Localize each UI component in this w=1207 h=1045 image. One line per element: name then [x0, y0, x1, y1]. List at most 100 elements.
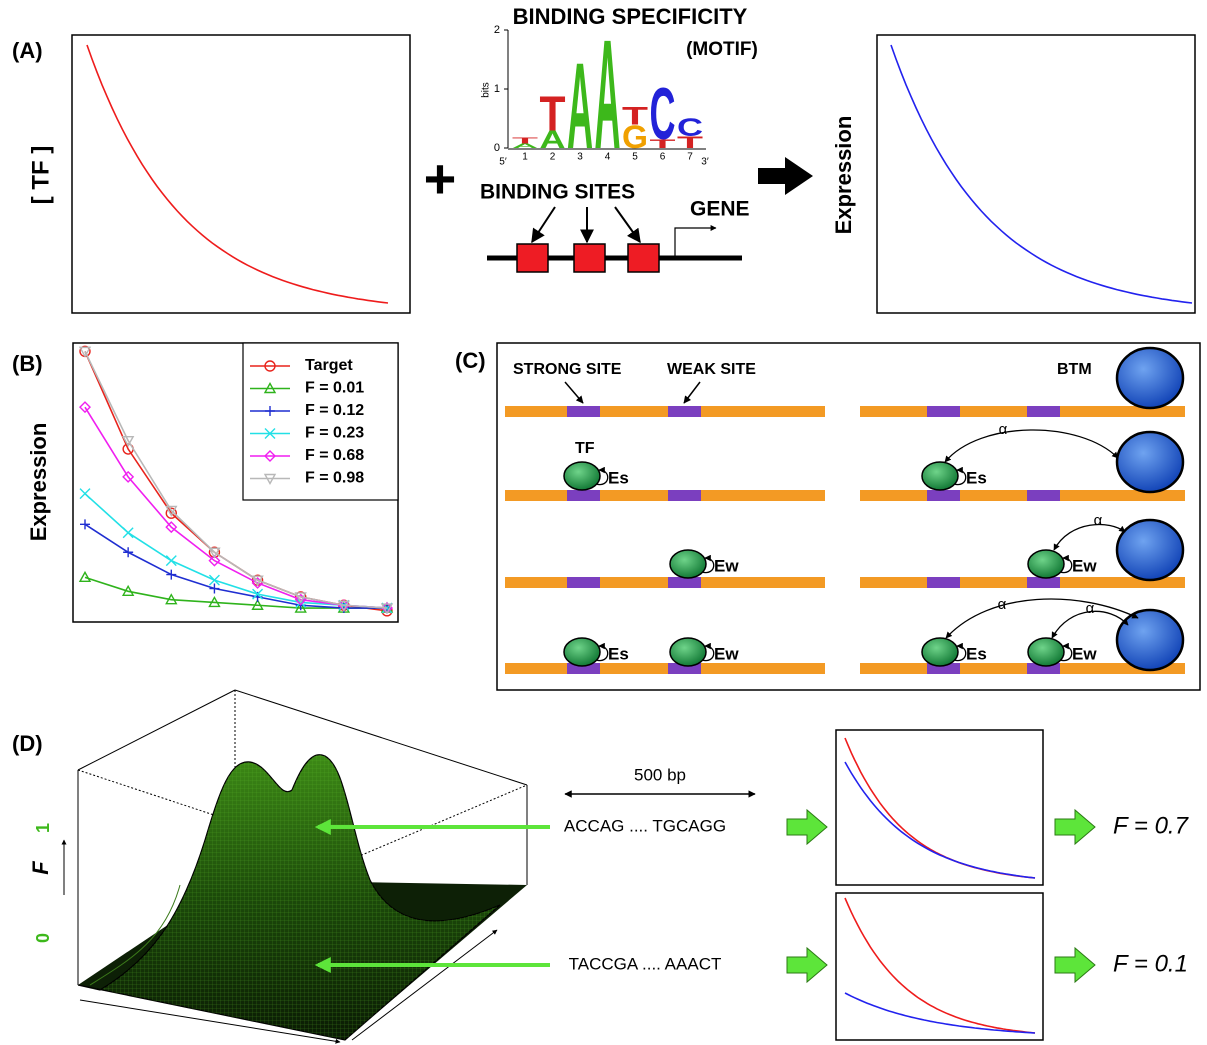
- logo-letter-group: T: [677, 134, 703, 152]
- position-label: 3: [577, 152, 583, 163]
- site: [668, 406, 701, 417]
- energy-loop: [953, 642, 967, 662]
- legend-label: F = 0.01: [305, 380, 364, 397]
- legend-marker: [265, 406, 275, 416]
- tf: [669, 637, 707, 667]
- f-result: F = 0.1: [1113, 950, 1188, 977]
- dna-strand: [860, 406, 1185, 417]
- box-edge: [79, 999, 341, 1044]
- y-tick-label: 2: [494, 24, 500, 36]
- site: [927, 663, 960, 674]
- site: [668, 490, 701, 501]
- interaction-arc: [944, 429, 1119, 463]
- dna-strand: [860, 490, 1185, 501]
- logo-letter: A: [540, 127, 566, 154]
- pointer: [683, 381, 701, 404]
- marker: [80, 519, 90, 530]
- site-label: WEAK SITE: [667, 361, 756, 378]
- logo-letter: C: [650, 72, 676, 155]
- y-tick-label: 1: [494, 83, 500, 95]
- logo-letter-group: A: [512, 142, 538, 149]
- marker: [209, 583, 220, 594]
- site: [1027, 663, 1060, 674]
- logo-letter: A: [595, 8, 621, 182]
- block-arrow: [1054, 946, 1096, 984]
- logo-letter-group: A: [567, 38, 593, 175]
- marker: [208, 596, 221, 608]
- logo-letter: G: [622, 118, 648, 155]
- site-label: STRONG SITE: [513, 361, 622, 378]
- f-axis-label: F: [28, 861, 53, 875]
- interaction-arc: [945, 598, 1139, 639]
- legend-label: F = 0.68: [305, 447, 364, 464]
- y-tick-label: 0: [494, 142, 500, 154]
- site: [567, 490, 600, 501]
- panel-frame: [496, 342, 1201, 691]
- binding-site: [516, 243, 549, 273]
- dna-strand: [860, 577, 1185, 588]
- dna-strand: [505, 406, 825, 417]
- tf: [1027, 549, 1065, 579]
- site-arrow: [614, 206, 641, 244]
- tf-label: TF: [575, 440, 595, 457]
- site-arrow: [531, 206, 556, 244]
- y-axis-label: bits: [481, 82, 492, 98]
- site: [1027, 490, 1060, 501]
- marker: [122, 527, 134, 539]
- scale-label: 500 bp: [634, 765, 686, 784]
- energy-label: Ew: [714, 556, 739, 575]
- legend-marker: [264, 450, 276, 462]
- site: [1027, 577, 1060, 588]
- site: [927, 577, 960, 588]
- site: [927, 406, 960, 417]
- alpha-label: α: [998, 596, 1007, 613]
- btm-label: BTM: [1057, 361, 1092, 378]
- energy-loop: [701, 554, 715, 574]
- legend-label: F = 0.12: [305, 402, 364, 419]
- y-axis-label: [ TF ]: [27, 146, 54, 205]
- panel-label: (A): [12, 38, 43, 63]
- interaction-arc: [1051, 610, 1129, 639]
- energy-loop: [595, 642, 609, 662]
- tf: [1027, 637, 1065, 667]
- motif-title: BINDING SPECIFICITY: [513, 4, 748, 29]
- marker: [79, 401, 91, 414]
- logo-letter-group: A: [595, 8, 621, 182]
- interaction-arc: [1053, 523, 1126, 551]
- energy-loop: [701, 642, 715, 662]
- panel-label: (D): [12, 731, 43, 756]
- position-label: 7: [687, 152, 693, 163]
- marker: [208, 574, 220, 586]
- surface-mesh: [78, 754, 500, 1040]
- tf: [563, 461, 601, 491]
- energy-loop: [1059, 642, 1073, 662]
- legend-marker: [263, 382, 277, 394]
- box-edge: [349, 784, 528, 861]
- energy-loop: [1059, 554, 1073, 574]
- box-edge: [77, 689, 236, 771]
- logo-letter-group: T: [540, 86, 566, 141]
- marker: [121, 435, 135, 448]
- position-label: 4: [605, 152, 611, 163]
- logo-letter: A: [512, 142, 538, 149]
- logo-letter-group: C: [677, 115, 703, 142]
- f-result: F = 0.7: [1113, 812, 1190, 839]
- site: [567, 406, 600, 417]
- logo-letter: T: [650, 137, 676, 151]
- marker: [123, 547, 134, 558]
- energy-loop: [595, 466, 609, 486]
- marker: [165, 521, 178, 534]
- legend-label: F = 0.98: [305, 470, 364, 487]
- box-edge: [351, 929, 498, 1041]
- marker: [165, 555, 177, 567]
- target-curve: [844, 737, 1036, 879]
- block-arrow: [786, 808, 828, 846]
- marker: [79, 488, 91, 500]
- marker: [294, 592, 307, 604]
- tf: [921, 637, 959, 667]
- sequence: TACCGA .... AAACT: [569, 954, 722, 973]
- logo-letter: A: [567, 38, 593, 175]
- marker: [78, 346, 92, 358]
- block-arrow: [1054, 808, 1096, 846]
